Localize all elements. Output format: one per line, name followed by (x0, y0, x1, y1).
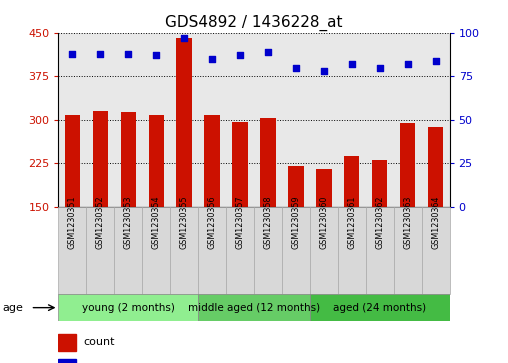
Text: GSM1230352: GSM1230352 (96, 195, 105, 249)
Point (208, 56, 216, 62)
Point (403, 61, 411, 67)
Text: GSM1230354: GSM1230354 (152, 195, 161, 249)
Text: young (2 months): young (2 months) (82, 303, 175, 313)
Text: middle aged (12 months): middle aged (12 months) (188, 303, 320, 313)
Bar (254, 207, 282, 294)
Text: GSM1230353: GSM1230353 (124, 195, 133, 249)
Bar (176, 38, 192, 294)
Text: GSM1230361: GSM1230361 (347, 195, 356, 249)
Bar (58, 359, 76, 363)
Bar (366, 207, 394, 294)
Point (375, 65, 384, 70)
Bar (310, 207, 338, 294)
Bar (232, 122, 248, 294)
Text: GSM1230359: GSM1230359 (292, 195, 300, 249)
Bar (310, 294, 450, 321)
Text: GSM1230364: GSM1230364 (431, 195, 440, 249)
Text: GSM1230358: GSM1230358 (264, 195, 272, 249)
Bar (58, 294, 198, 321)
Point (124, 51, 132, 57)
Bar (226, 207, 254, 294)
Bar (422, 207, 450, 294)
Point (152, 52, 160, 58)
Text: GSM1230355: GSM1230355 (180, 195, 188, 249)
Bar (198, 207, 226, 294)
Bar (260, 118, 276, 294)
Bar (92, 111, 108, 294)
Point (96, 51, 104, 57)
Bar (428, 127, 443, 294)
Bar (142, 207, 170, 294)
Bar (114, 207, 142, 294)
Point (180, 35, 188, 41)
Bar (282, 207, 310, 294)
Text: count: count (84, 338, 115, 347)
Point (264, 49, 272, 55)
Point (431, 58, 439, 64)
Bar (120, 112, 136, 294)
Point (236, 52, 244, 58)
Bar (198, 294, 310, 321)
Text: aged (24 months): aged (24 months) (333, 303, 426, 313)
Title: GDS4892 / 1436228_at: GDS4892 / 1436228_at (165, 15, 343, 31)
Bar (170, 207, 198, 294)
Bar (86, 207, 114, 294)
Point (347, 61, 356, 67)
Point (320, 68, 328, 74)
Bar (394, 207, 422, 294)
Bar (204, 115, 220, 294)
Text: GSM1230360: GSM1230360 (320, 195, 328, 249)
Text: GSM1230356: GSM1230356 (208, 195, 216, 249)
Bar (316, 169, 332, 294)
Bar (372, 160, 388, 294)
Bar (65, 115, 80, 294)
Bar (288, 166, 304, 294)
Bar (58, 334, 76, 351)
Point (292, 65, 300, 70)
Text: GSM1230351: GSM1230351 (68, 195, 77, 249)
Bar (338, 207, 366, 294)
Bar (148, 115, 164, 294)
Bar (344, 156, 360, 294)
Bar (400, 123, 416, 294)
Point (68, 51, 76, 57)
Text: GSM1230357: GSM1230357 (236, 195, 244, 249)
Text: age: age (3, 303, 23, 313)
Text: GSM1230363: GSM1230363 (403, 195, 412, 249)
Text: GSM1230362: GSM1230362 (375, 195, 384, 249)
Bar (58, 207, 86, 294)
